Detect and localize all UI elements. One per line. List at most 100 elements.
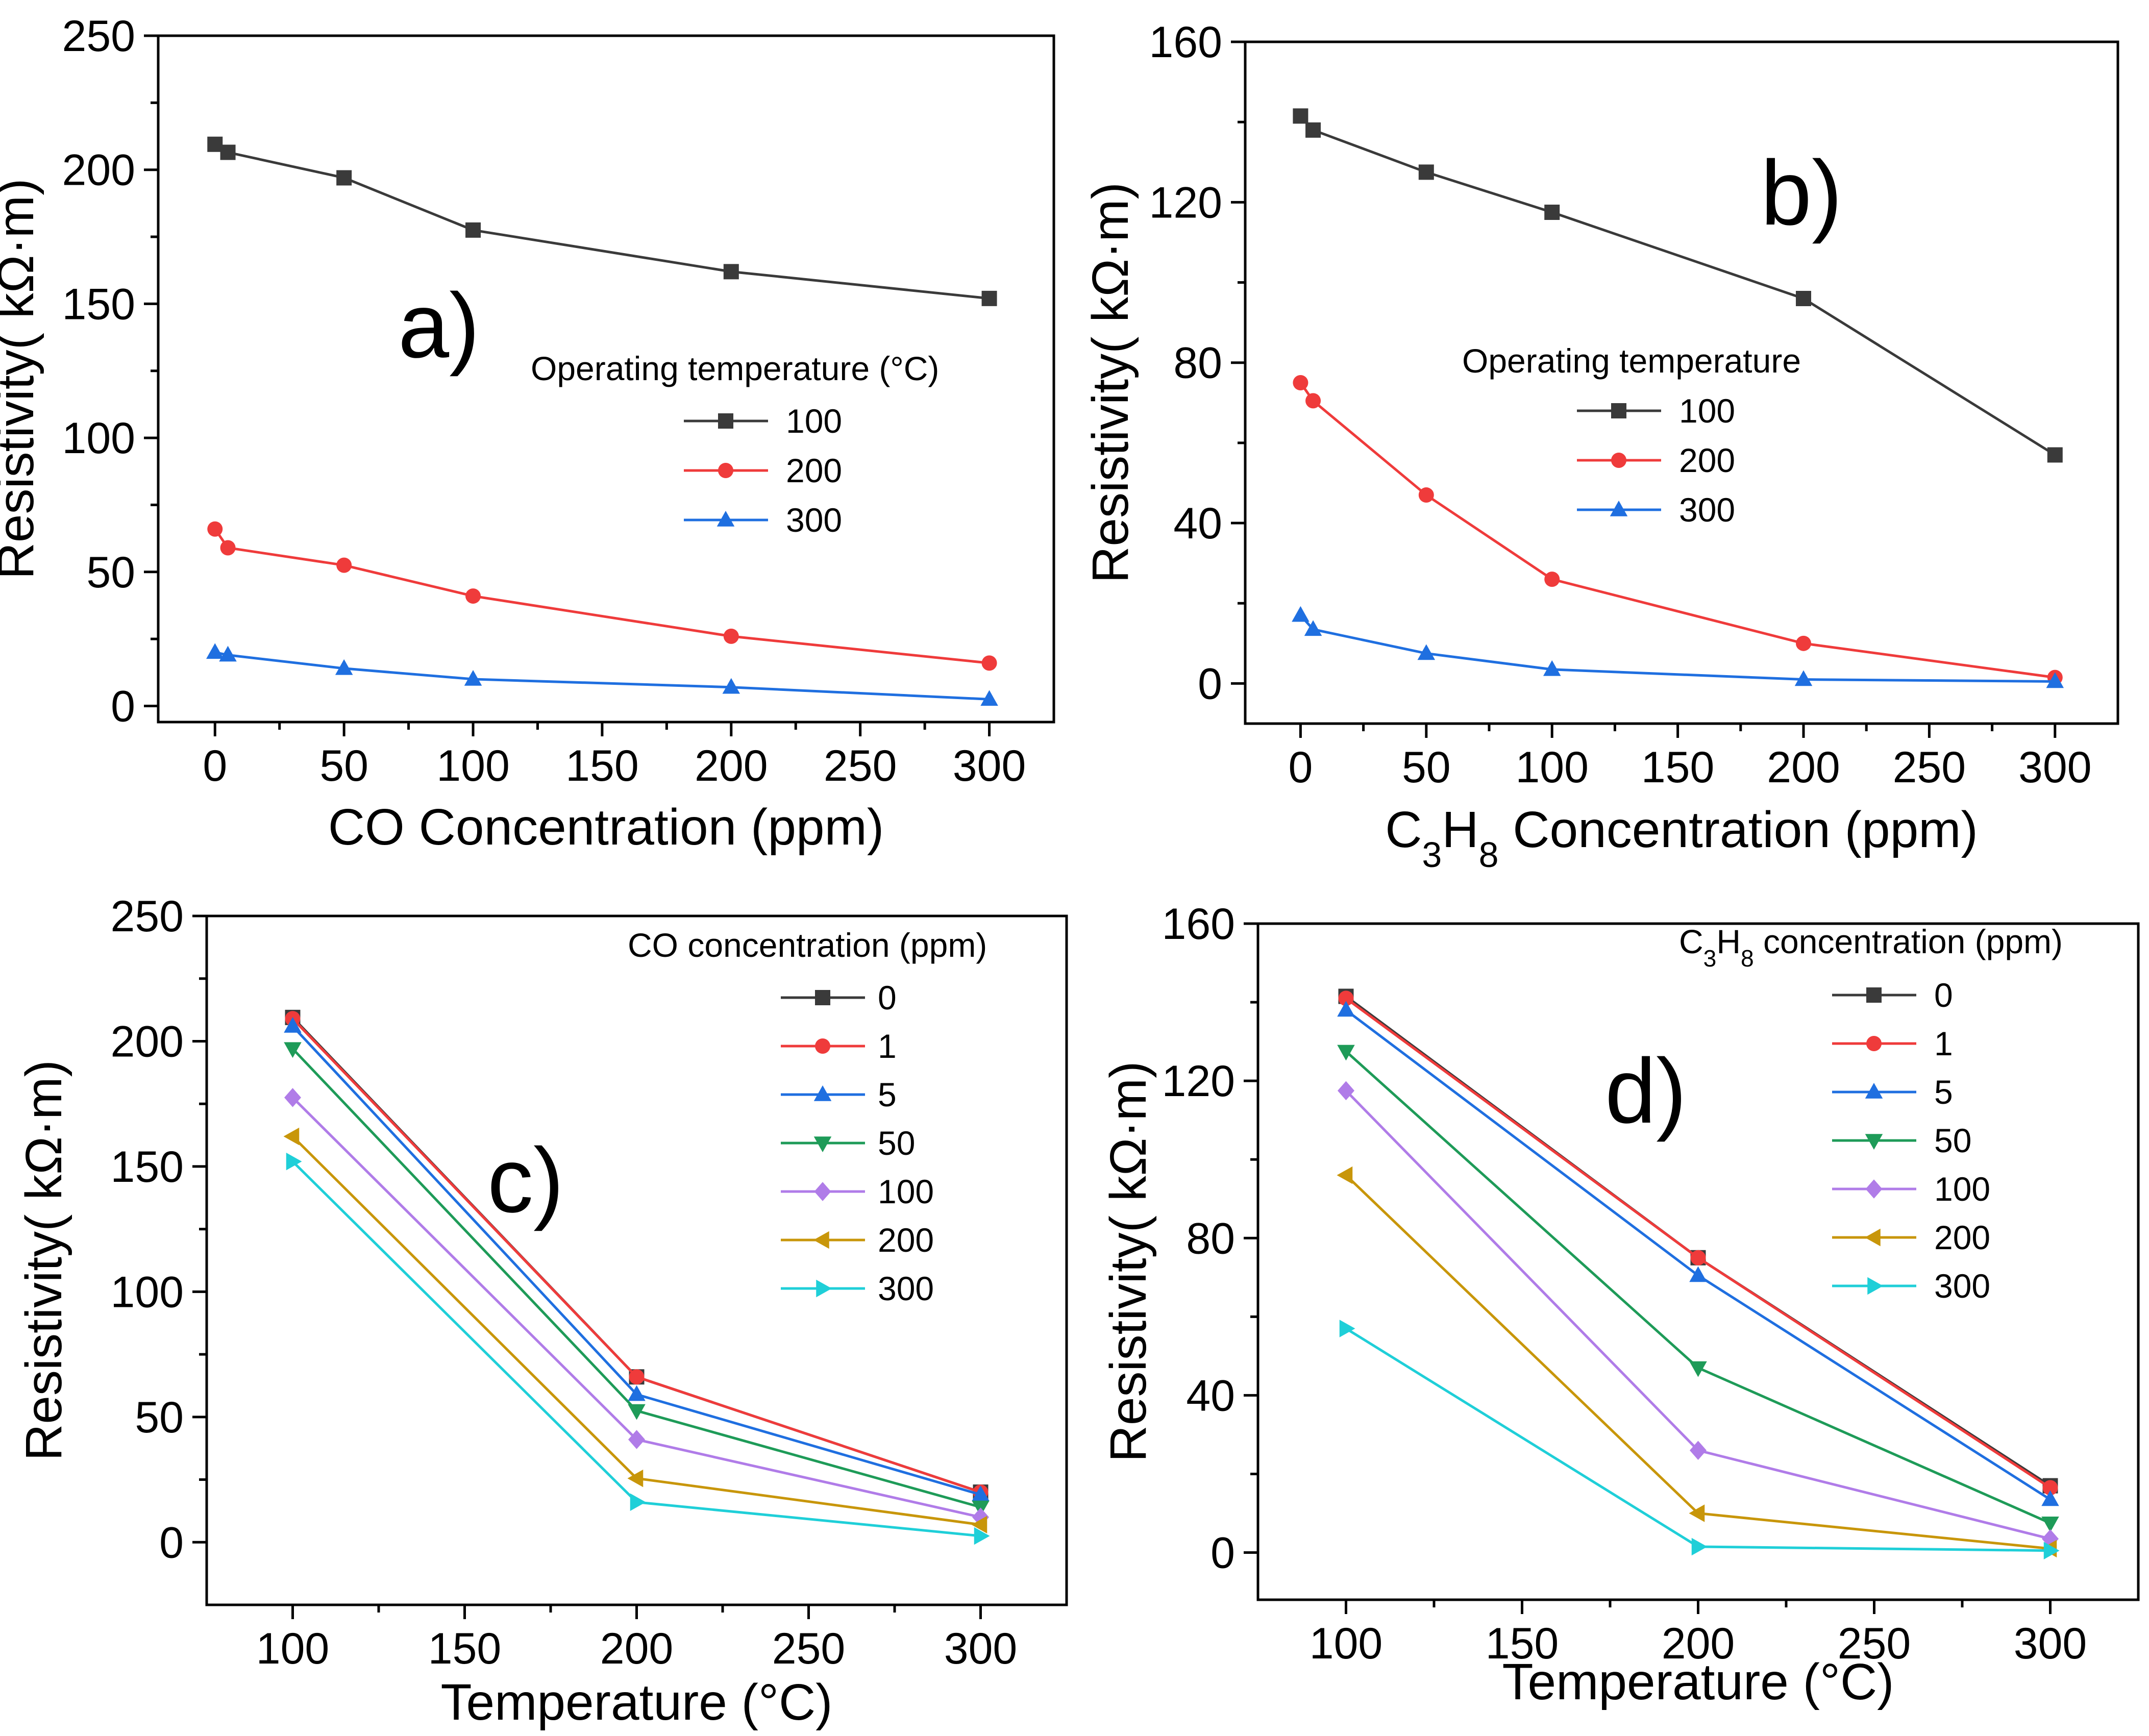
panel-c-series-50 — [284, 1042, 990, 1517]
panel-c-series-300 — [286, 1152, 990, 1545]
panel-a-ytick-label: 250 — [62, 12, 136, 61]
panel-b-data-point — [1293, 108, 1308, 124]
panel-b-ytick-label: 80 — [1173, 339, 1222, 388]
panel-c-series-5 — [284, 1017, 990, 1501]
panel-a-ytick-label: 50 — [86, 548, 135, 597]
panel-d-xtick-label: 150 — [1486, 1619, 1559, 1668]
panel-b-xtick-label: 0 — [1288, 743, 1313, 792]
panel-a-tag: a) — [398, 275, 480, 377]
panel-b-data-point — [1305, 122, 1321, 138]
panel-a-data-point — [723, 628, 739, 644]
panel-c-legend-label: 50 — [878, 1124, 915, 1162]
panel-b-series-line — [1299, 614, 2055, 683]
panel-b-data-point — [1417, 644, 1436, 660]
panel-b-legend-swatch-marker — [1611, 453, 1626, 468]
panel-a-series-line — [214, 651, 990, 701]
panel-c-legend-label: 300 — [878, 1270, 934, 1307]
panel-c-ytick-label: 200 — [111, 1017, 184, 1066]
panel-c-data-point — [283, 1127, 300, 1146]
panel-c-ytick-label: 150 — [111, 1143, 184, 1192]
panel-d-ylabel: Resistivity( kΩ·m) — [1100, 1061, 1157, 1462]
panel-a-xlabel: CO Concentration (ppm) — [328, 799, 884, 856]
panel-c-xlabel: Temperature (°C) — [441, 1674, 833, 1731]
panel-a-ytick-label: 100 — [62, 414, 136, 463]
panel-d-data-point — [1690, 1250, 1706, 1266]
panel-d-legend-label: 300 — [1934, 1267, 1990, 1305]
panel-a-ylabel: Resistivity( kΩ·m) — [0, 179, 44, 580]
panel-b-data-point — [1305, 393, 1321, 409]
panel-c-xtick-label: 300 — [944, 1624, 1018, 1673]
panel-c-data-point — [974, 1527, 990, 1545]
panel-d-series-5 — [1337, 1001, 2059, 1506]
panel-a-data-point — [206, 643, 224, 659]
panel-c-xtick-label: 150 — [428, 1624, 502, 1673]
panel-b-xtick-label: 250 — [1893, 743, 1966, 792]
panel-a-series-300 — [206, 643, 998, 706]
panel-c-data-point — [629, 1369, 645, 1385]
panel-a-legend-label: 200 — [786, 452, 842, 489]
panel-a-data-point — [220, 144, 236, 160]
panel-d-legend: C3H8 concentration (ppm) 0 1 5 50 100 200 300 — [1679, 923, 2063, 1305]
panel-d-legend-label: 200 — [1934, 1219, 1990, 1256]
panel-d-legend-label: 5 — [1934, 1073, 1953, 1111]
panel-d-series-300 — [1339, 1320, 2060, 1559]
panel-b-data-point — [1418, 487, 1434, 503]
panel-d-ytick-label: 40 — [1186, 1371, 1235, 1420]
panel-b-data-point — [1293, 375, 1308, 390]
panel-b-legend-label: 300 — [1679, 491, 1735, 529]
panel-d-ytick-label: 0 — [1211, 1529, 1235, 1578]
panel-d-xtick-label: 200 — [1662, 1619, 1735, 1668]
panel-c-data-point — [628, 1385, 646, 1401]
panel-d-xtick-label: 100 — [1310, 1619, 1383, 1668]
panel-a-xtick-label: 0 — [203, 741, 227, 790]
panel-a-data-point — [336, 557, 352, 573]
panel-c-legend-swatch-marker — [815, 1038, 830, 1054]
panel-c-data-point — [628, 1404, 646, 1420]
panel-a-data-point — [464, 669, 482, 686]
panel-d-legend-swatch-marker — [1865, 1179, 1883, 1199]
panel-d-data-point — [1338, 1081, 1354, 1101]
panel-a-data-point — [981, 290, 997, 306]
panel-c-data-point — [286, 1152, 302, 1171]
panel-c-legend-swatch-marker — [816, 1279, 832, 1298]
panel-a-data-point — [335, 659, 353, 675]
panel-a-legend-swatch-marker — [718, 413, 733, 429]
panel-c-legend-swatch-marker — [814, 1182, 831, 1201]
panel-d-tag: d) — [1605, 1040, 1687, 1143]
panel-c-legend-label: 200 — [878, 1221, 934, 1259]
panel-b-data-point — [1796, 635, 1812, 651]
panel-a-data-point — [980, 690, 998, 706]
panel-b-legend-swatch-marker — [1611, 403, 1626, 418]
panel-a-data-point — [465, 588, 481, 604]
panel-b-xtick-label: 300 — [2018, 743, 2092, 792]
panel-d-xtick-label: 250 — [1838, 1619, 1911, 1668]
panel-d-series-1 — [1338, 990, 2058, 1496]
panel-d-data-point — [1337, 1001, 1355, 1017]
panel-d-legend-label: 0 — [1934, 976, 1953, 1014]
panel-b-xtick-label: 150 — [1641, 743, 1715, 792]
panel-d-legend-swatch-marker — [1866, 987, 1882, 1003]
panel-b-xtick-label: 100 — [1515, 743, 1589, 792]
panel-d-legend-swatch-marker — [1865, 1083, 1883, 1099]
panel-c-xtick-label: 250 — [772, 1624, 846, 1673]
panel-b-series-line — [1299, 115, 2056, 456]
panel-a-data-point — [336, 170, 352, 186]
panel-c-legend-swatch-marker — [813, 1231, 829, 1249]
panel-b-legend: Operating temperature 100 200 300 — [1462, 342, 1801, 529]
panel-d-legend-label: 100 — [1934, 1170, 1990, 1208]
panel-b-ytick-label: 160 — [1149, 18, 1223, 67]
panel-b-legend-title: Operating temperature — [1462, 342, 1801, 380]
panel-c-data-point — [284, 1017, 302, 1033]
panel-b: 0 40 80 120 160 0 50 100 150 200 250 300 C3H8 Concen… — [1082, 18, 2119, 875]
panel-c-data-point — [284, 1042, 302, 1058]
panel-b-data-point — [2047, 447, 2063, 463]
panel-c-ytick-label: 250 — [111, 892, 184, 941]
panel-a-series-100 — [207, 136, 997, 306]
panel-b-tag: b) — [1761, 142, 1842, 244]
panel-b-ytick-label: 40 — [1173, 499, 1222, 548]
panel-b-ylabel: Resistivity( kΩ·m) — [1082, 182, 1139, 583]
panel-a-legend-swatch-marker — [718, 463, 733, 478]
panel-b-xtick-label: 50 — [1402, 743, 1451, 792]
